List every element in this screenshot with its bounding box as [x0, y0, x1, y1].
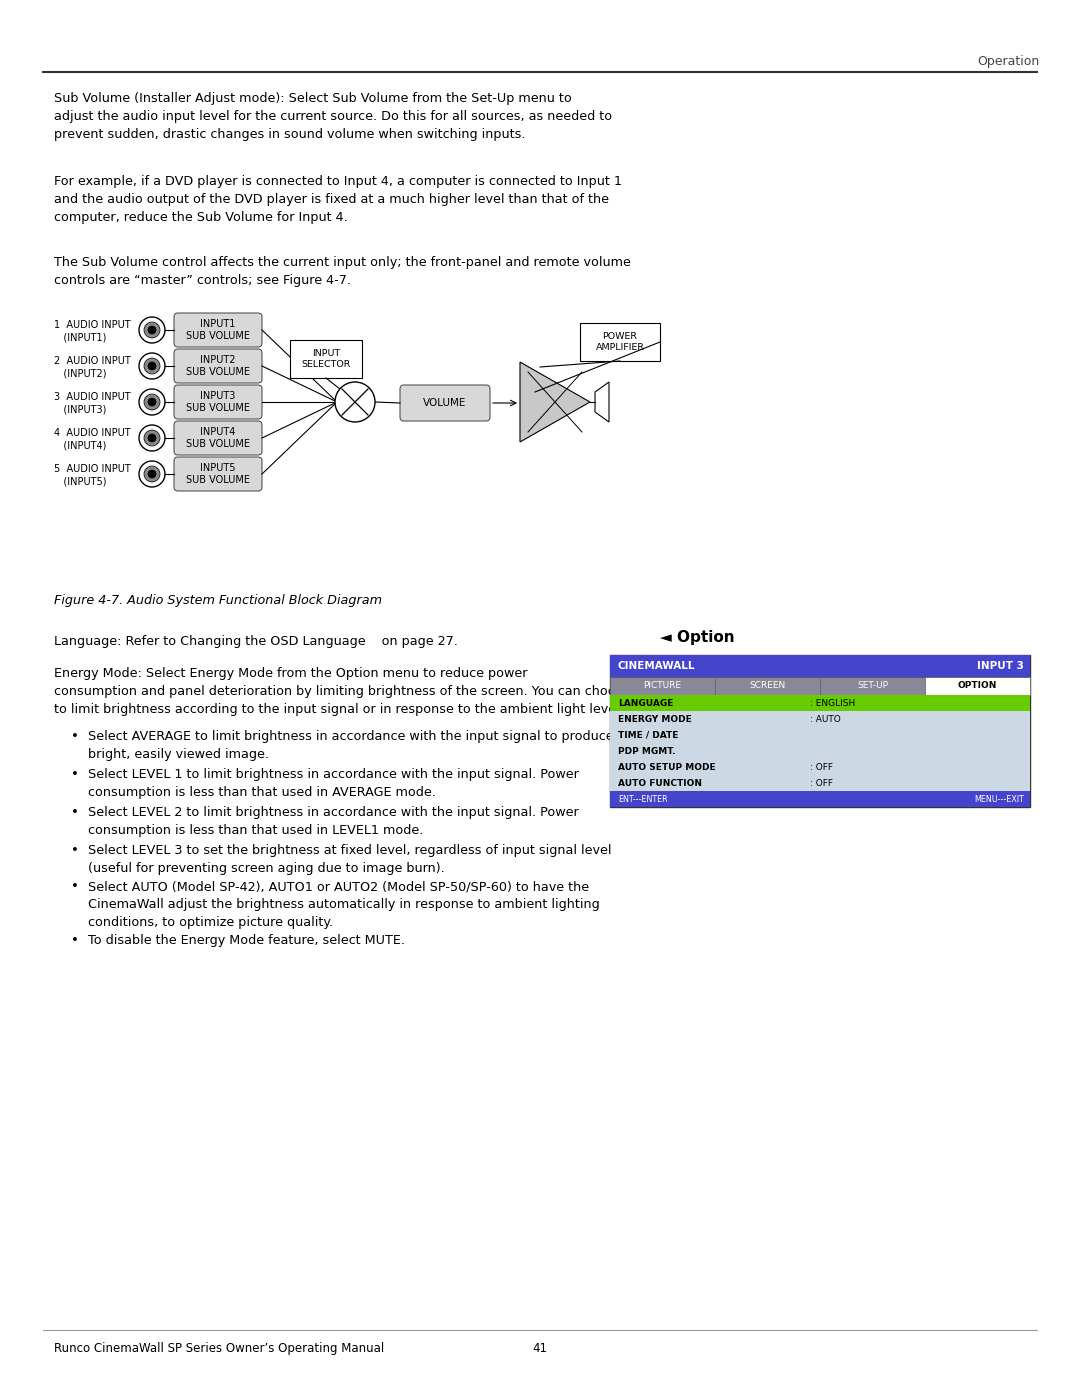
Text: AUTO SETUP MODE: AUTO SETUP MODE	[618, 763, 716, 771]
FancyBboxPatch shape	[174, 313, 262, 346]
Bar	[291, 339, 362, 379]
FancyBboxPatch shape	[174, 386, 262, 419]
Bar	[610, 711, 1030, 726]
Bar	[715, 678, 820, 694]
Circle shape	[139, 461, 165, 488]
Text: AUTO FUNCTION: AUTO FUNCTION	[618, 778, 702, 788]
Text: SCREEN: SCREEN	[750, 682, 785, 690]
Text: OPTION: OPTION	[958, 682, 997, 690]
Bar	[610, 726, 1030, 743]
Text: POWER
AMPLIFIER: POWER AMPLIFIER	[595, 332, 645, 352]
FancyBboxPatch shape	[174, 420, 262, 455]
Text: Select AVERAGE to limit brightness in accordance with the input signal to produc: Select AVERAGE to limit brightness in ac…	[87, 731, 625, 761]
Bar	[610, 759, 1030, 775]
Text: •: •	[71, 768, 79, 781]
Text: 1  AUDIO INPUT
   (INPUT1): 1 AUDIO INPUT (INPUT1)	[54, 320, 131, 342]
Bar	[610, 678, 715, 694]
Text: : OFF: : OFF	[810, 763, 833, 771]
Text: PDP MGMT.: PDP MGMT.	[618, 746, 675, 756]
Text: The Sub Volume control affects the current input only; the front-panel and remot: The Sub Volume control affects the curre…	[54, 256, 631, 286]
Circle shape	[139, 317, 165, 344]
Text: INPUT
SELECTOR: INPUT SELECTOR	[301, 349, 351, 369]
Circle shape	[148, 398, 156, 407]
Text: INPUT1
SUB VOLUME: INPUT1 SUB VOLUME	[186, 319, 249, 341]
Circle shape	[144, 321, 160, 338]
Circle shape	[144, 394, 160, 409]
Text: Operation: Operation	[977, 54, 1040, 68]
Circle shape	[139, 425, 165, 451]
Polygon shape	[519, 362, 590, 441]
FancyBboxPatch shape	[174, 457, 262, 490]
Circle shape	[148, 326, 156, 334]
Text: INPUT4
SUB VOLUME: INPUT4 SUB VOLUME	[186, 427, 249, 450]
Circle shape	[148, 362, 156, 370]
Text: PICTURE: PICTURE	[644, 682, 681, 690]
Bar	[610, 655, 1030, 807]
Text: For example, if a DVD player is connected to Input 4, a computer is connected to: For example, if a DVD player is connecte…	[54, 175, 622, 224]
Text: 3  AUDIO INPUT
   (INPUT3): 3 AUDIO INPUT (INPUT3)	[54, 393, 131, 415]
Text: ENERGY MODE: ENERGY MODE	[618, 714, 692, 724]
Text: TIME / DATE: TIME / DATE	[618, 731, 678, 739]
Bar	[610, 743, 1030, 759]
Text: Sub Volume (Installer Adjust mode): Select Sub Volume from the Set-Up menu to
ad: Sub Volume (Installer Adjust mode): Sele…	[54, 92, 612, 141]
Circle shape	[144, 430, 160, 446]
Text: Figure 4-7. Audio System Functional Block Diagram: Figure 4-7. Audio System Functional Bloc…	[54, 594, 382, 608]
FancyBboxPatch shape	[174, 349, 262, 383]
Bar	[610, 775, 1030, 791]
Text: Energy Mode: Select Energy Mode from the Option menu to reduce power
consumption: Energy Mode: Select Energy Mode from the…	[54, 666, 631, 717]
Text: INPUT5
SUB VOLUME: INPUT5 SUB VOLUME	[186, 462, 249, 485]
Bar	[924, 678, 1030, 694]
Polygon shape	[595, 381, 609, 422]
Text: INPUT2
SUB VOLUME: INPUT2 SUB VOLUME	[186, 355, 249, 377]
Text: MENU---EXIT: MENU---EXIT	[974, 795, 1024, 803]
Bar	[580, 323, 660, 360]
Text: To disable the Energy Mode feature, select MUTE.: To disable the Energy Mode feature, sele…	[87, 935, 405, 947]
Text: 4  AUDIO INPUT
   (INPUT4): 4 AUDIO INPUT (INPUT4)	[54, 427, 131, 450]
Circle shape	[139, 353, 165, 379]
Text: ◄ Option: ◄ Option	[660, 630, 734, 645]
Bar	[610, 791, 1030, 807]
Bar	[820, 678, 924, 694]
Text: CINEMAWALL: CINEMAWALL	[618, 661, 696, 671]
Text: : ENGLISH: : ENGLISH	[810, 698, 855, 707]
Circle shape	[139, 388, 165, 415]
Text: Select LEVEL 3 to set the brightness at fixed level, regardless of input signal : Select LEVEL 3 to set the brightness at …	[87, 844, 611, 875]
Text: •: •	[71, 935, 79, 947]
Text: •: •	[71, 844, 79, 856]
Circle shape	[148, 469, 156, 478]
Text: LANGUAGE: LANGUAGE	[618, 698, 673, 707]
Text: 2  AUDIO INPUT
   (INPUT2): 2 AUDIO INPUT (INPUT2)	[54, 356, 131, 379]
Text: ENT---ENTER: ENT---ENTER	[618, 795, 667, 803]
Text: 41: 41	[532, 1343, 548, 1355]
Text: INPUT3
SUB VOLUME: INPUT3 SUB VOLUME	[186, 391, 249, 414]
Text: : AUTO: : AUTO	[810, 714, 840, 724]
Text: Language: Refer to Changing the OSD Language    on page 27.: Language: Refer to Changing the OSD Lang…	[54, 636, 458, 648]
Circle shape	[144, 358, 160, 374]
Text: •: •	[71, 806, 79, 819]
Circle shape	[335, 381, 375, 422]
FancyBboxPatch shape	[400, 386, 490, 420]
Text: •: •	[71, 731, 79, 743]
Text: Runco CinemaWall SP Series Owner’s Operating Manual: Runco CinemaWall SP Series Owner’s Opera…	[54, 1343, 384, 1355]
Text: 5  AUDIO INPUT
   (INPUT5): 5 AUDIO INPUT (INPUT5)	[54, 464, 131, 486]
Text: Select AUTO (Model SP-42), AUTO1 or AUTO2 (Model SP-50/SP-60) to have the
Cinema: Select AUTO (Model SP-42), AUTO1 or AUTO…	[87, 880, 599, 929]
Text: INPUT 3: INPUT 3	[977, 661, 1024, 671]
Bar	[610, 655, 1030, 678]
Text: : OFF: : OFF	[810, 778, 833, 788]
Circle shape	[144, 467, 160, 482]
Circle shape	[148, 434, 156, 441]
Text: SET-UP: SET-UP	[858, 682, 888, 690]
Text: Select LEVEL 2 to limit brightness in accordance with the input signal. Power
co: Select LEVEL 2 to limit brightness in ac…	[87, 806, 579, 837]
Text: •: •	[71, 880, 79, 893]
Text: VOLUME: VOLUME	[423, 398, 467, 408]
Bar	[610, 694, 1030, 711]
Text: Select LEVEL 1 to limit brightness in accordance with the input signal. Power
co: Select LEVEL 1 to limit brightness in ac…	[87, 768, 579, 799]
